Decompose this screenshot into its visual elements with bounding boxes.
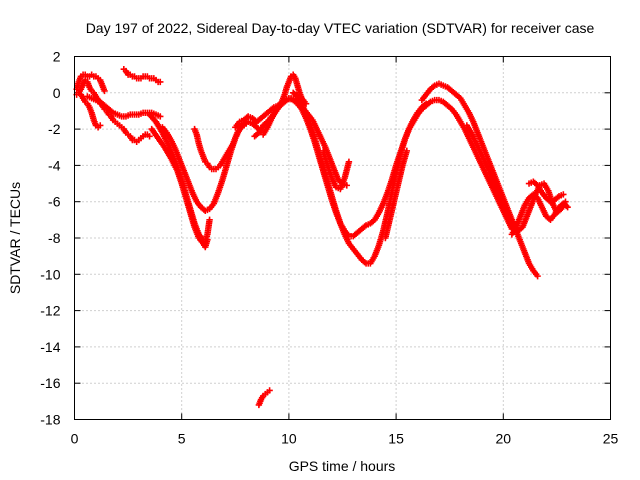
y-tick-label: -18: [40, 412, 60, 428]
data-point-track-a: [101, 87, 108, 95]
chart-title: Day 197 of 2022, Sidereal Day-to-day VTE…: [86, 20, 595, 36]
data-point-track-o: [403, 147, 411, 155]
x-tick-label: 15: [388, 431, 404, 447]
x-tick-label: 0: [71, 431, 79, 447]
grid-lines: [74, 56, 611, 420]
data-point-track-b: [146, 133, 153, 140]
y-tick-label: 2: [53, 49, 61, 65]
y-tick-label: -2: [48, 121, 61, 137]
data-point-track-n: [345, 158, 353, 165]
y-tick-label: -14: [40, 339, 60, 355]
y-tick-label: -10: [40, 266, 60, 282]
y-tick-label: 0: [53, 85, 61, 101]
x-tick-label: 25: [603, 431, 619, 447]
data-point-track-p: [534, 272, 541, 280]
data-points: [73, 66, 571, 409]
x-tick-label: 5: [178, 431, 186, 447]
y-tick-label: -16: [40, 375, 60, 391]
data-point-track-c: [97, 122, 104, 129]
y-tick-label: -12: [40, 303, 60, 319]
plot-frame: [74, 56, 611, 420]
y-tick-label: -6: [48, 194, 61, 210]
y-tick-label: -8: [48, 230, 61, 246]
data-point-track-d: [157, 113, 164, 120]
y-tick-label: -4: [48, 157, 61, 173]
x-tick-label: 10: [281, 431, 297, 447]
data-point-track-r: [564, 203, 571, 211]
data-point-track-e: [157, 78, 164, 86]
data-point-track-s: [560, 191, 567, 198]
x-tick-label: 20: [496, 431, 512, 447]
y-axis-label: SDTVAR / TECUs: [7, 182, 23, 294]
data-point-track-t: [266, 387, 273, 394]
x-axis-label: GPS time / hours: [289, 458, 396, 474]
data-point-track-f: [206, 216, 213, 224]
data-point-track-g: [204, 236, 211, 244]
